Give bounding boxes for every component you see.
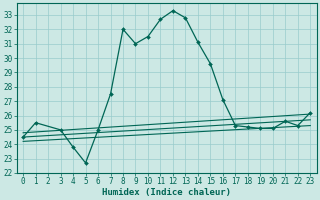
X-axis label: Humidex (Indice chaleur): Humidex (Indice chaleur) [102,188,231,197]
